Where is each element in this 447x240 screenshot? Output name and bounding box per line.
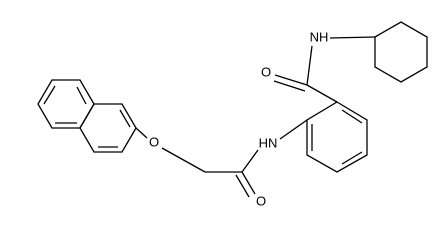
bond (329, 36, 376, 39)
atom-label: O (149, 134, 159, 149)
bond (135, 127, 148, 139)
bond (279, 119, 308, 140)
bond (274, 74, 308, 86)
bonds (37, 21, 428, 198)
atom-label: NH (310, 29, 329, 44)
naphthalene-ring (79, 103, 137, 153)
benzene-ring (306, 101, 368, 173)
atom-label: HN (259, 135, 278, 150)
atom-label: O (261, 64, 271, 79)
bond (241, 171, 256, 195)
bond (119, 109, 131, 128)
bond (341, 151, 363, 165)
cyclohexane-ring (374, 21, 428, 83)
atom-label: O (256, 193, 266, 208)
bond (235, 174, 250, 198)
bond (76, 86, 87, 105)
page: NH O HN O O (() => { const data = JSON.p… (37, 21, 428, 209)
bond (161, 147, 206, 173)
bond (341, 109, 363, 124)
bond (306, 45, 313, 86)
bond (43, 85, 56, 105)
bond (273, 80, 306, 92)
bond (306, 84, 338, 103)
naphthalene-ring (37, 79, 95, 129)
bond (241, 149, 259, 173)
molecule-diagram: NH O HN O O (37, 21, 428, 208)
